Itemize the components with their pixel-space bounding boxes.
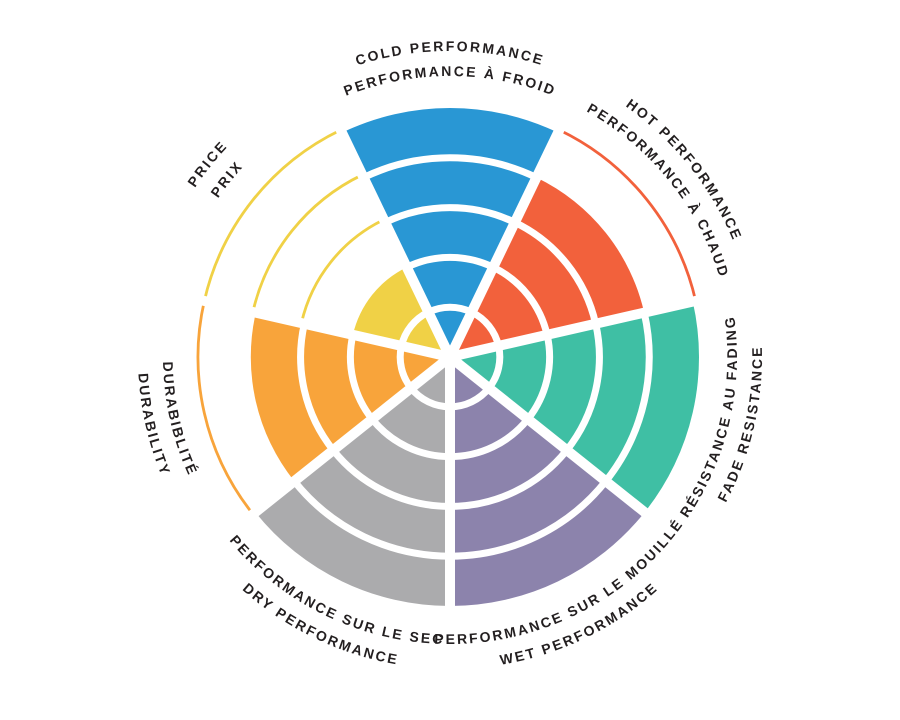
ring-divider [291, 479, 451, 560]
sector-separator [446, 353, 659, 525]
ring-outline-arc [251, 173, 363, 313]
ring-divider [383, 204, 517, 226]
sector-cold-performance-wedge [341, 107, 559, 358]
sector-wet-performance-wedge [450, 357, 645, 606]
ring-divider [564, 322, 603, 453]
sector-fade-resistance-wedge [450, 301, 700, 513]
ring-outline-arc [300, 218, 385, 324]
sector-separator [331, 117, 455, 360]
ring-outline-arc [558, 128, 698, 302]
ring-divider [362, 154, 538, 181]
ring-divider [297, 322, 336, 453]
ring-divider [405, 253, 495, 271]
ring-outline-arc [202, 128, 342, 302]
label-hot-performance-line1: HOT PERFORMANCE [623, 96, 745, 244]
ring-divider [449, 479, 609, 560]
label-cold-performance-line2: PERFORMANCE À FROID [341, 63, 558, 99]
ring-divider [603, 311, 653, 484]
sector-separator [445, 117, 569, 360]
ring-divider [449, 416, 531, 461]
ring-outline-arc [196, 300, 255, 515]
sector-separator [448, 293, 708, 362]
sector-price-wedge [352, 267, 450, 357]
sector-separator [241, 353, 454, 525]
ring-divider [513, 219, 600, 325]
ring-divider [449, 447, 570, 510]
sector-dry-performance-wedge [255, 357, 450, 606]
ring-divider [491, 264, 551, 336]
ring-divider [525, 334, 554, 422]
sector-separator [192, 293, 452, 362]
ring-divider [346, 334, 375, 422]
ring-divider [330, 447, 451, 510]
ring-divider [369, 416, 451, 461]
